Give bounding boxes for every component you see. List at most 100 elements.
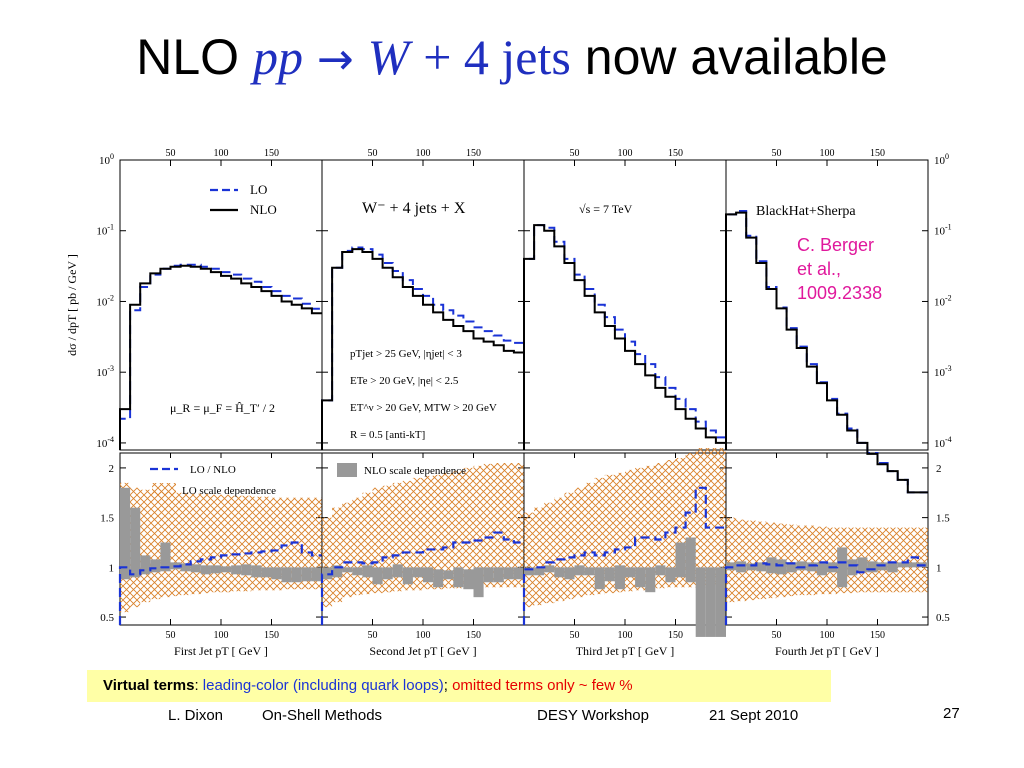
nlo-scale-bar [271,567,282,580]
nlo-scale-bar [786,562,797,573]
legend-ratio-label: LO / NLO [190,464,236,476]
nlo-scale-bar [332,565,343,578]
panel-2: 50 100 150 50 100 150 Second Jet pT [ GeV ] [320,148,525,658]
x-tick-label: 50 [368,630,378,641]
legend-nlo-band-swatch [337,463,357,477]
citation: C. Berger et al., 1009.2338 [797,233,882,305]
nlo-scale-bar [796,561,807,571]
nlo-scale-bar [635,567,646,588]
nlo-scale-bar [715,567,726,637]
lo-scale-band [120,482,322,613]
nlo-scale-bar [190,564,201,573]
virtual-terms-note: Virtual terms: leading-color (including … [87,670,831,702]
nlo-scale-bar [382,567,393,580]
citation-line: et al., [797,259,842,279]
nlo-scale-bar [604,567,615,582]
exponent: -4 [107,435,114,444]
footer-date: 21 Sept 2010 [709,707,799,724]
nlo-scale-bar [342,567,353,573]
nlo-scale-bar [857,557,868,573]
y-tick-label-left: 100 [99,152,114,167]
nlo-scale-bar [907,562,918,568]
legend-lo-label: LO [250,182,267,197]
x-tick-label: 150 [466,630,481,641]
ratio-tick-label-right: 1 [936,562,942,574]
x-tick-label: 100 [618,630,633,641]
nlo-scale-bar [210,565,221,574]
nlo-scale-bar [120,487,131,580]
nlo-scale-bar [584,567,595,576]
nlo-scale-bar [362,565,373,578]
top-tick-label: 150 [668,148,683,159]
nlo-scale-bar [837,547,848,588]
panel-4: 50 100 150 50 100 150 Fourth Jet pT [ GeV ] [724,148,929,658]
exponent: -3 [945,364,952,373]
nlo-scale-bar [473,567,484,598]
x-tick-label: 150 [264,630,279,641]
nlo-scale-bar [736,561,747,573]
nlo-scale-bar [756,562,767,572]
nlo-scale-bar [291,567,302,583]
y-tick-label-left: 10-4 [96,435,114,450]
cut-label: ET^ν > 20 GeV, MTW > 20 GeV [350,402,497,414]
page-number: 27 [943,705,960,722]
y-tick-label-left: 10-2 [96,293,114,308]
nlo-scale-bar [372,567,383,585]
nlo-scale-bar [665,567,676,583]
nlo-series [523,224,726,450]
y-tick-label-left: 10-3 [96,364,114,379]
nlo-scale-bar [423,567,434,583]
omitted-terms-note: omitted terms only ~ few % [452,677,633,694]
ratio-tick-label-left: 1.5 [100,513,114,525]
nlo-scale-bar [897,562,908,568]
ratio-tick-label-left: 1 [109,562,115,574]
nlo-series [725,211,928,494]
nlo-scale-bar [433,569,444,588]
colon: : [194,677,203,694]
footer-venue: DESY Workshop [537,707,649,724]
title-suffix: now available [584,29,888,85]
nlo-scale-bar [524,567,535,576]
title-prefix: NLO [136,29,240,85]
top-tick-label: 50 [772,148,782,159]
panel-1: 50 100 150 50 100 150 First Jet pT [ GeV ] [118,148,323,658]
cut-label: R = 0.5 [anti-kT] [350,429,425,441]
exponent: -4 [945,435,952,444]
lo-scale-band [322,462,524,608]
title-plus-4-jets: + 4 jets [423,29,571,85]
ratio-tick-label-right: 0.5 [936,612,950,624]
x-tick-label: 50 [570,630,580,641]
nlo-scale-bar [534,567,545,576]
nlo-scale-bar [412,567,423,578]
x-tick-label: 100 [214,630,229,641]
top-tick-label: 100 [416,148,431,159]
nlo-scale-bar [392,564,403,578]
nlo-scale-bar [887,562,898,573]
nlo-scale-bar [251,565,262,578]
legend-nlo-label: NLO [250,202,277,217]
nlo-scale-bar [685,537,696,583]
nlo-scale-bar [655,565,666,576]
nlo-scale-bar [594,567,605,590]
nlo-scale-bar [645,567,656,593]
nlo-scale-bar [281,567,292,583]
top-tick-label: 50 [166,148,176,159]
scale-annotation: μ_R = μ_F = Ĥ_T′ / 2 [170,401,275,415]
lo-nlo-ratio-series [118,541,322,625]
nlo-scale-bar [241,564,252,576]
nlo-scale-bar [483,567,494,583]
x-axis-label: Third Jet pT [ GeV ] [576,644,675,658]
nlo-scale-bar [574,565,585,576]
x-tick-label: 50 [772,630,782,641]
ratio-tick-label-right: 2 [936,463,942,475]
ratio-tick-label-left: 0.5 [100,612,114,624]
nlo-scale-bar [746,563,757,571]
cut-label: ETe > 20 GeV, |ηe| < 2.5 [350,375,459,387]
nlo-scale-bar [564,567,575,580]
lo-scale-band [726,517,928,603]
nlo-scale-bar [675,542,686,578]
top-tick-label: 50 [368,148,378,159]
nlo-scale-bar [847,559,858,576]
y-tick-label-right: 100 [934,152,949,167]
